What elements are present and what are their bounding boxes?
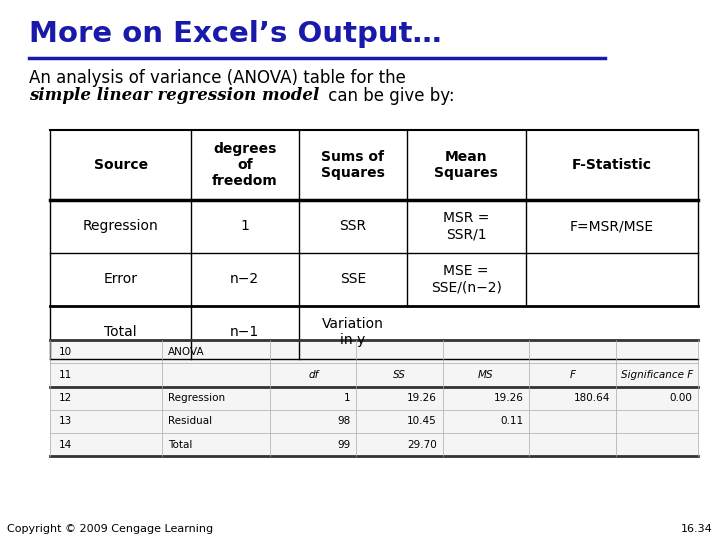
FancyBboxPatch shape — [50, 340, 698, 456]
Text: SSR: SSR — [339, 219, 366, 233]
Text: F-Statistic: F-Statistic — [572, 158, 652, 172]
Text: Significance F: Significance F — [621, 370, 693, 380]
Text: Total: Total — [168, 440, 192, 450]
Text: 10: 10 — [59, 347, 72, 357]
Text: MSE =
SSE/(n−2): MSE = SSE/(n−2) — [431, 264, 502, 294]
Text: simple linear regression model: simple linear regression model — [29, 87, 319, 104]
Text: More on Excel’s Output…: More on Excel’s Output… — [29, 20, 441, 48]
Text: Variation
in y: Variation in y — [322, 317, 384, 347]
Text: 10.45: 10.45 — [408, 416, 437, 427]
Text: 29.70: 29.70 — [408, 440, 437, 450]
Text: Sums of
Squares: Sums of Squares — [321, 150, 384, 180]
Text: 19.26: 19.26 — [408, 393, 437, 403]
Text: 1: 1 — [240, 219, 249, 233]
Text: can be give by:: can be give by: — [323, 87, 454, 105]
Text: Residual: Residual — [168, 416, 212, 427]
Text: n−1: n−1 — [230, 325, 259, 339]
Text: 0.00: 0.00 — [670, 393, 693, 403]
Text: 99: 99 — [338, 440, 351, 450]
Text: df: df — [308, 370, 318, 380]
Text: SS: SS — [393, 370, 406, 380]
Text: 0.11: 0.11 — [500, 416, 523, 427]
Text: SSE: SSE — [340, 272, 366, 286]
Text: An analysis of variance (ANOVA) table for the: An analysis of variance (ANOVA) table fo… — [29, 69, 405, 86]
Text: Total: Total — [104, 325, 137, 339]
Text: n−2: n−2 — [230, 272, 259, 286]
Text: F: F — [570, 370, 575, 380]
Text: MSR =
SSR/1: MSR = SSR/1 — [443, 211, 490, 241]
Text: 180.64: 180.64 — [573, 393, 610, 403]
Text: 19.26: 19.26 — [494, 393, 523, 403]
Text: 14: 14 — [59, 440, 72, 450]
Text: 16.34: 16.34 — [681, 523, 713, 534]
Text: Source: Source — [94, 158, 148, 172]
Text: 1: 1 — [344, 393, 351, 403]
Text: F=MSR/MSE: F=MSR/MSE — [570, 219, 654, 233]
Text: ANOVA: ANOVA — [168, 347, 204, 357]
Text: Copyright © 2009 Cengage Learning: Copyright © 2009 Cengage Learning — [7, 523, 213, 534]
Text: 12: 12 — [59, 393, 72, 403]
Text: 98: 98 — [338, 416, 351, 427]
Text: Error: Error — [104, 272, 138, 286]
Text: Regression: Regression — [83, 219, 158, 233]
Text: Regression: Regression — [168, 393, 225, 403]
Text: degrees
of
freedom: degrees of freedom — [212, 141, 278, 188]
Text: 13: 13 — [59, 416, 72, 427]
Text: MS: MS — [478, 370, 494, 380]
Text: Mean
Squares: Mean Squares — [434, 150, 498, 180]
Text: 11: 11 — [59, 370, 72, 380]
